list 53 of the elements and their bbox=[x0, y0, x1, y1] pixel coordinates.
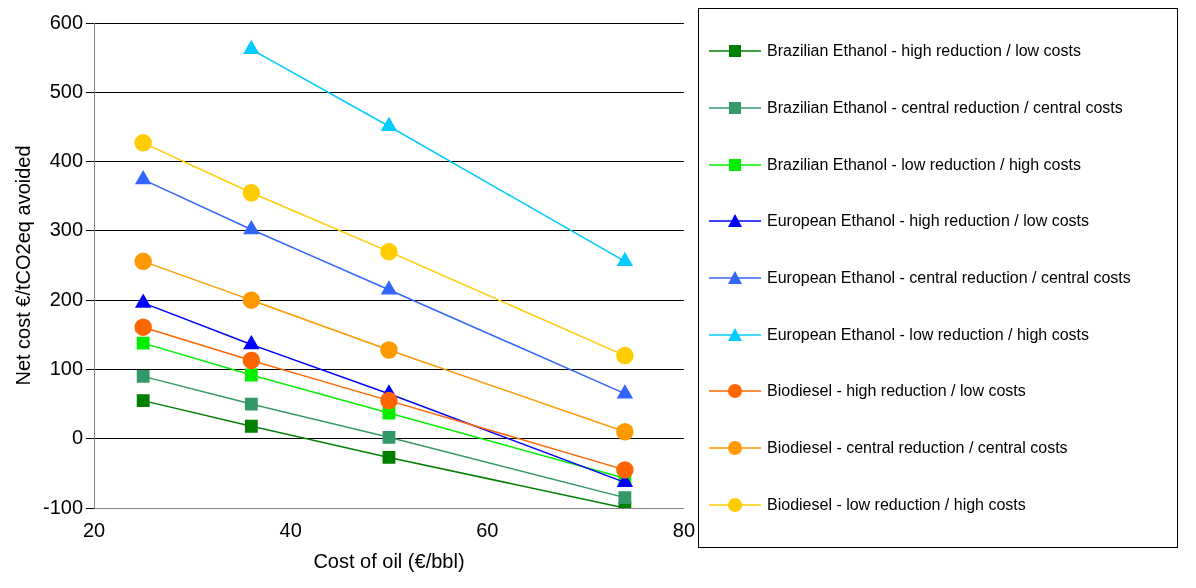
legend-label: Biodiesel - low reduction / high costs bbox=[767, 495, 1026, 514]
x-tick-label: 20 bbox=[82, 518, 106, 541]
y-tick-label: -100 bbox=[43, 495, 84, 518]
point bbox=[616, 461, 634, 479]
point bbox=[244, 397, 258, 411]
point bbox=[617, 384, 633, 399]
y-axis-title: Net cost €/tCO2eq avoided bbox=[11, 145, 34, 386]
x-axis-title: Cost of oil (€/bbl) bbox=[313, 549, 465, 572]
point bbox=[242, 351, 261, 370]
point bbox=[617, 252, 633, 267]
y-tick-label: 300 bbox=[49, 218, 84, 241]
legend-label: Brazilian Ethanol - high reduction / low costs bbox=[767, 42, 1081, 61]
point bbox=[134, 134, 152, 152]
x-tick-label: 40 bbox=[279, 518, 302, 541]
point bbox=[243, 335, 259, 350]
point bbox=[244, 368, 258, 382]
legend-label: Biodiesel - central reduction / central costs bbox=[767, 438, 1068, 457]
y-tick-label: 100 bbox=[49, 356, 84, 379]
point bbox=[136, 336, 150, 350]
point bbox=[136, 394, 150, 408]
point bbox=[382, 430, 396, 444]
y-tick-label: 200 bbox=[49, 287, 84, 310]
point bbox=[380, 242, 398, 261]
y-tick-label: 600 bbox=[49, 10, 84, 33]
point bbox=[244, 419, 258, 433]
point bbox=[243, 220, 259, 235]
y-tick-label: 400 bbox=[49, 149, 84, 172]
point bbox=[381, 117, 397, 131]
point bbox=[616, 346, 634, 365]
point bbox=[618, 491, 632, 505]
point bbox=[243, 40, 259, 55]
point bbox=[382, 451, 396, 464]
point bbox=[134, 252, 152, 271]
legend-label: Biodiesel - high reduction / low costs bbox=[767, 382, 1026, 401]
legend-label: Brazilian Ethanol - central reduction / central costs bbox=[767, 98, 1123, 117]
legend-label: European Ethanol - high reduction / low costs bbox=[767, 212, 1089, 231]
point bbox=[380, 391, 398, 410]
legend-label: European Ethanol - low reduction / high costs bbox=[767, 325, 1089, 344]
y-tick-label: 500 bbox=[49, 79, 84, 102]
x-tick-label: 80 bbox=[672, 518, 695, 541]
legend-label: European Ethanol - central reduction / central costs bbox=[767, 268, 1131, 287]
point bbox=[135, 294, 151, 308]
point bbox=[242, 184, 261, 202]
point bbox=[616, 423, 634, 441]
point bbox=[135, 170, 151, 185]
point bbox=[134, 318, 152, 336]
point bbox=[380, 341, 398, 359]
legend-label: Brazilian Ethanol - low reduction / high costs bbox=[767, 155, 1081, 174]
point bbox=[136, 369, 150, 383]
point bbox=[242, 291, 261, 309]
point bbox=[381, 281, 397, 295]
y-tick-label: 0 bbox=[71, 426, 84, 449]
x-tick-label: 60 bbox=[476, 518, 499, 541]
